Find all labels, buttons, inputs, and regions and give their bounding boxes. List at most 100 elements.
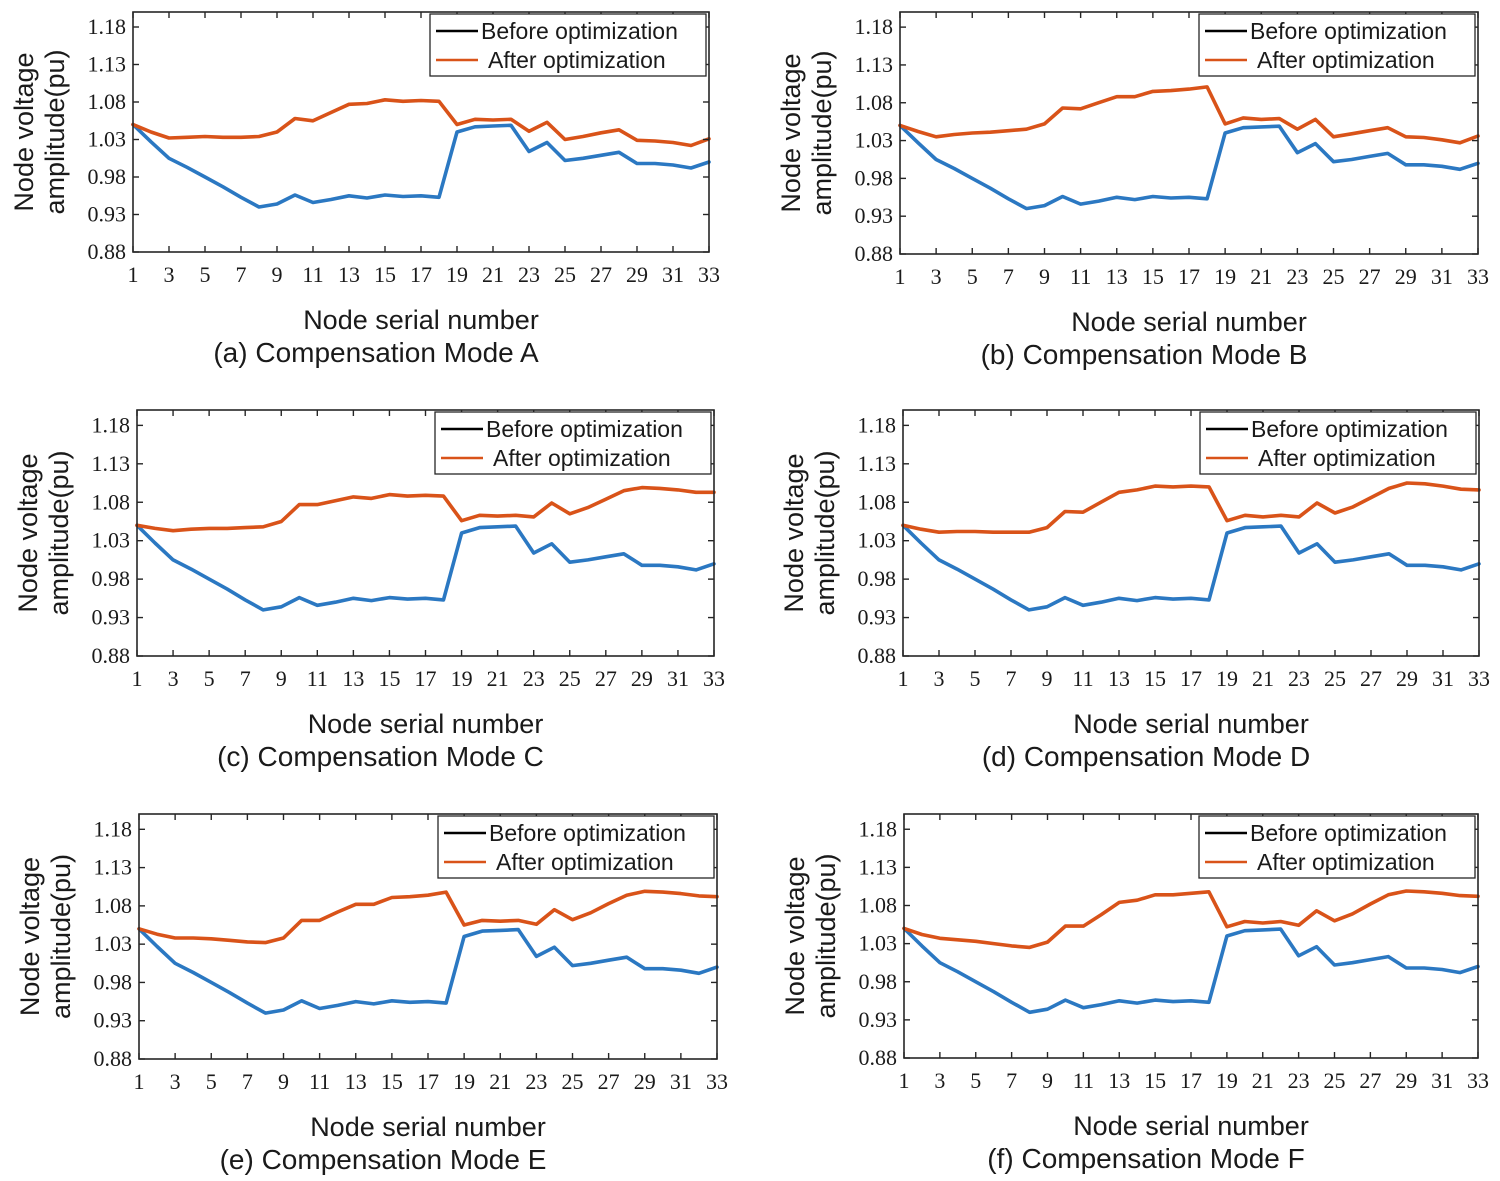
x-tick-label-f: 21 <box>1252 1068 1274 1093</box>
x-tick-label-d: 33 <box>1468 666 1490 691</box>
y-tick-label-c: 0.88 <box>92 643 131 668</box>
y-tick-label-a: 1.18 <box>88 14 127 39</box>
legend-label-after-f: After optimization <box>1257 849 1435 875</box>
x-tick-label-f: 15 <box>1144 1068 1166 1093</box>
x-tick-label-e: 31 <box>670 1069 692 1094</box>
series-lines-e <box>137 889 719 1015</box>
x-tick-label-d: 9 <box>1042 666 1053 691</box>
chart-c: 0.880.930.981.031.081.131.181 3 5 7 9 11 13 15 1… <box>13 409 725 772</box>
y-tick-label-d: 0.88 <box>858 643 897 668</box>
legend-label-before-f: Before optimization <box>1250 820 1447 846</box>
legend-label-before-c: Before optimization <box>486 416 683 442</box>
y-tick-label-f: 1.18 <box>859 816 898 841</box>
x-tick-label-c: 25 <box>559 666 581 691</box>
x-tick-label-a: 17 <box>410 262 432 287</box>
x-tick-label-c: 29 <box>631 666 653 691</box>
x-tick-label-e: 15 <box>381 1069 403 1094</box>
x-axis-label-d: Node serial number <box>1073 709 1309 739</box>
x-tick-label-a: 11 <box>302 262 323 287</box>
x-tick-label-a: 1 <box>128 262 139 287</box>
x-tick-label-e: 5 <box>206 1069 217 1094</box>
x-tick-label-e: 11 <box>309 1069 330 1094</box>
x-tick-label-a: 29 <box>626 262 648 287</box>
x-tick-label-f: 23 <box>1288 1068 1310 1093</box>
x-tick-label-f: 29 <box>1395 1068 1417 1093</box>
x-tick-label-c: 17 <box>415 666 437 691</box>
legend-box-a <box>429 13 707 77</box>
x-tick-label-b: 25 <box>1323 264 1345 289</box>
x-axis-label-a: Node serial number <box>303 305 539 335</box>
y-tick-label-c: 1.03 <box>92 528 131 553</box>
x-tick-label-c: 15 <box>378 666 400 691</box>
legend-label-after-a: After optimization <box>488 47 666 73</box>
y-tick-label-e: 0.98 <box>94 969 133 994</box>
y-tick-label-b: 1.18 <box>855 14 894 39</box>
series-line-after-a <box>131 98 711 148</box>
x-tick-label-c: 23 <box>523 666 545 691</box>
y-tick-label-d: 1.18 <box>858 412 897 437</box>
x-tick-label-f: 19 <box>1216 1068 1238 1093</box>
y-tick-label-f: 1.03 <box>859 931 898 956</box>
y-tick-label-b: 0.93 <box>855 203 894 228</box>
x-tick-label-d: 13 <box>1108 666 1130 691</box>
legend-box-b <box>1198 13 1476 77</box>
x-tick-label-d: 29 <box>1396 666 1418 691</box>
caption-a: (a) Compensation Mode A <box>213 337 539 368</box>
series-line-after-d <box>901 481 1481 535</box>
y-tick-label-e: 1.13 <box>94 855 133 880</box>
legend-c: Before optimization After optimization <box>434 411 712 475</box>
series-lines-f <box>902 889 1480 1015</box>
x-tick-label-b: 33 <box>1467 264 1489 289</box>
legend-label-after-e: After optimization <box>496 849 674 875</box>
series-line-before-d <box>901 523 1481 612</box>
legend-label-before-d: Before optimization <box>1251 416 1448 442</box>
x-tick-label-a: 7 <box>236 262 247 287</box>
y-tick-label-c: 0.98 <box>92 566 131 591</box>
y-tick-label-d: 0.93 <box>858 605 897 630</box>
y-tick-label-b: 0.88 <box>855 241 894 266</box>
x-tick-label-a: 3 <box>164 262 175 287</box>
x-tick-label-b: 7 <box>1003 264 1014 289</box>
x-tick-label-e: 23 <box>525 1069 547 1094</box>
x-tick-label-e: 29 <box>634 1069 656 1094</box>
series-line-before-b <box>898 123 1480 211</box>
legend-box-c <box>434 411 712 475</box>
caption-d: (d) Compensation Mode D <box>982 741 1310 772</box>
x-tick-label-e: 3 <box>170 1069 181 1094</box>
series-line-after-b <box>898 85 1480 145</box>
y-axis-label-line1-c: Node voltage <box>13 453 43 612</box>
chart-b: 0.880.930.981.031.081.131.181 3 5 7 9 11 13 15 1… <box>776 11 1489 370</box>
x-tick-label-b: 3 <box>931 264 942 289</box>
chart-d: 0.880.930.981.031.081.131.181 3 5 7 9 11 13 15 1… <box>779 409 1490 772</box>
x-tick-label-a: 21 <box>482 262 504 287</box>
y-tick-label-b: 0.98 <box>855 165 894 190</box>
x-tick-label-b: 15 <box>1142 264 1164 289</box>
x-tick-label-a: 19 <box>446 262 468 287</box>
x-tick-label-a: 27 <box>590 262 612 287</box>
y-tick-label-c: 1.08 <box>92 489 131 514</box>
x-tick-label-b: 29 <box>1395 264 1417 289</box>
x-axis-label-e: Node serial number <box>310 1112 546 1142</box>
legend-f: Before optimization After optimization <box>1198 815 1476 879</box>
x-tick-label-d: 7 <box>1006 666 1017 691</box>
y-tick-label-f: 0.93 <box>859 1007 898 1032</box>
x-tick-label-e: 33 <box>706 1069 728 1094</box>
y-tick-label-f: 0.98 <box>859 969 898 994</box>
chart-a: 0.880.930.981.031.081.131.181 3 5 7 9 11 13 15 1… <box>9 11 720 368</box>
x-tick-label-f: 31 <box>1431 1068 1453 1093</box>
legend-label-after-b: After optimization <box>1257 47 1435 73</box>
x-tick-label-b: 27 <box>1359 264 1381 289</box>
y-tick-label-d: 1.03 <box>858 528 897 553</box>
y-axis-label-line1-f: Node voltage <box>780 856 810 1015</box>
x-tick-label-c: 33 <box>703 666 725 691</box>
x-tick-label-b: 5 <box>967 264 978 289</box>
y-tick-label-a: 0.88 <box>88 239 127 264</box>
y-tick-label-e: 0.88 <box>94 1046 133 1071</box>
chart-f: 0.880.930.981.031.081.131.181 3 5 7 9 11 13 15 1… <box>780 813 1489 1174</box>
x-tick-label-f: 17 <box>1180 1068 1202 1093</box>
x-tick-label-c: 31 <box>667 666 689 691</box>
x-tick-label-b: 1 <box>895 264 906 289</box>
x-tick-label-b: 11 <box>1070 264 1091 289</box>
x-tick-label-f: 13 <box>1108 1068 1130 1093</box>
